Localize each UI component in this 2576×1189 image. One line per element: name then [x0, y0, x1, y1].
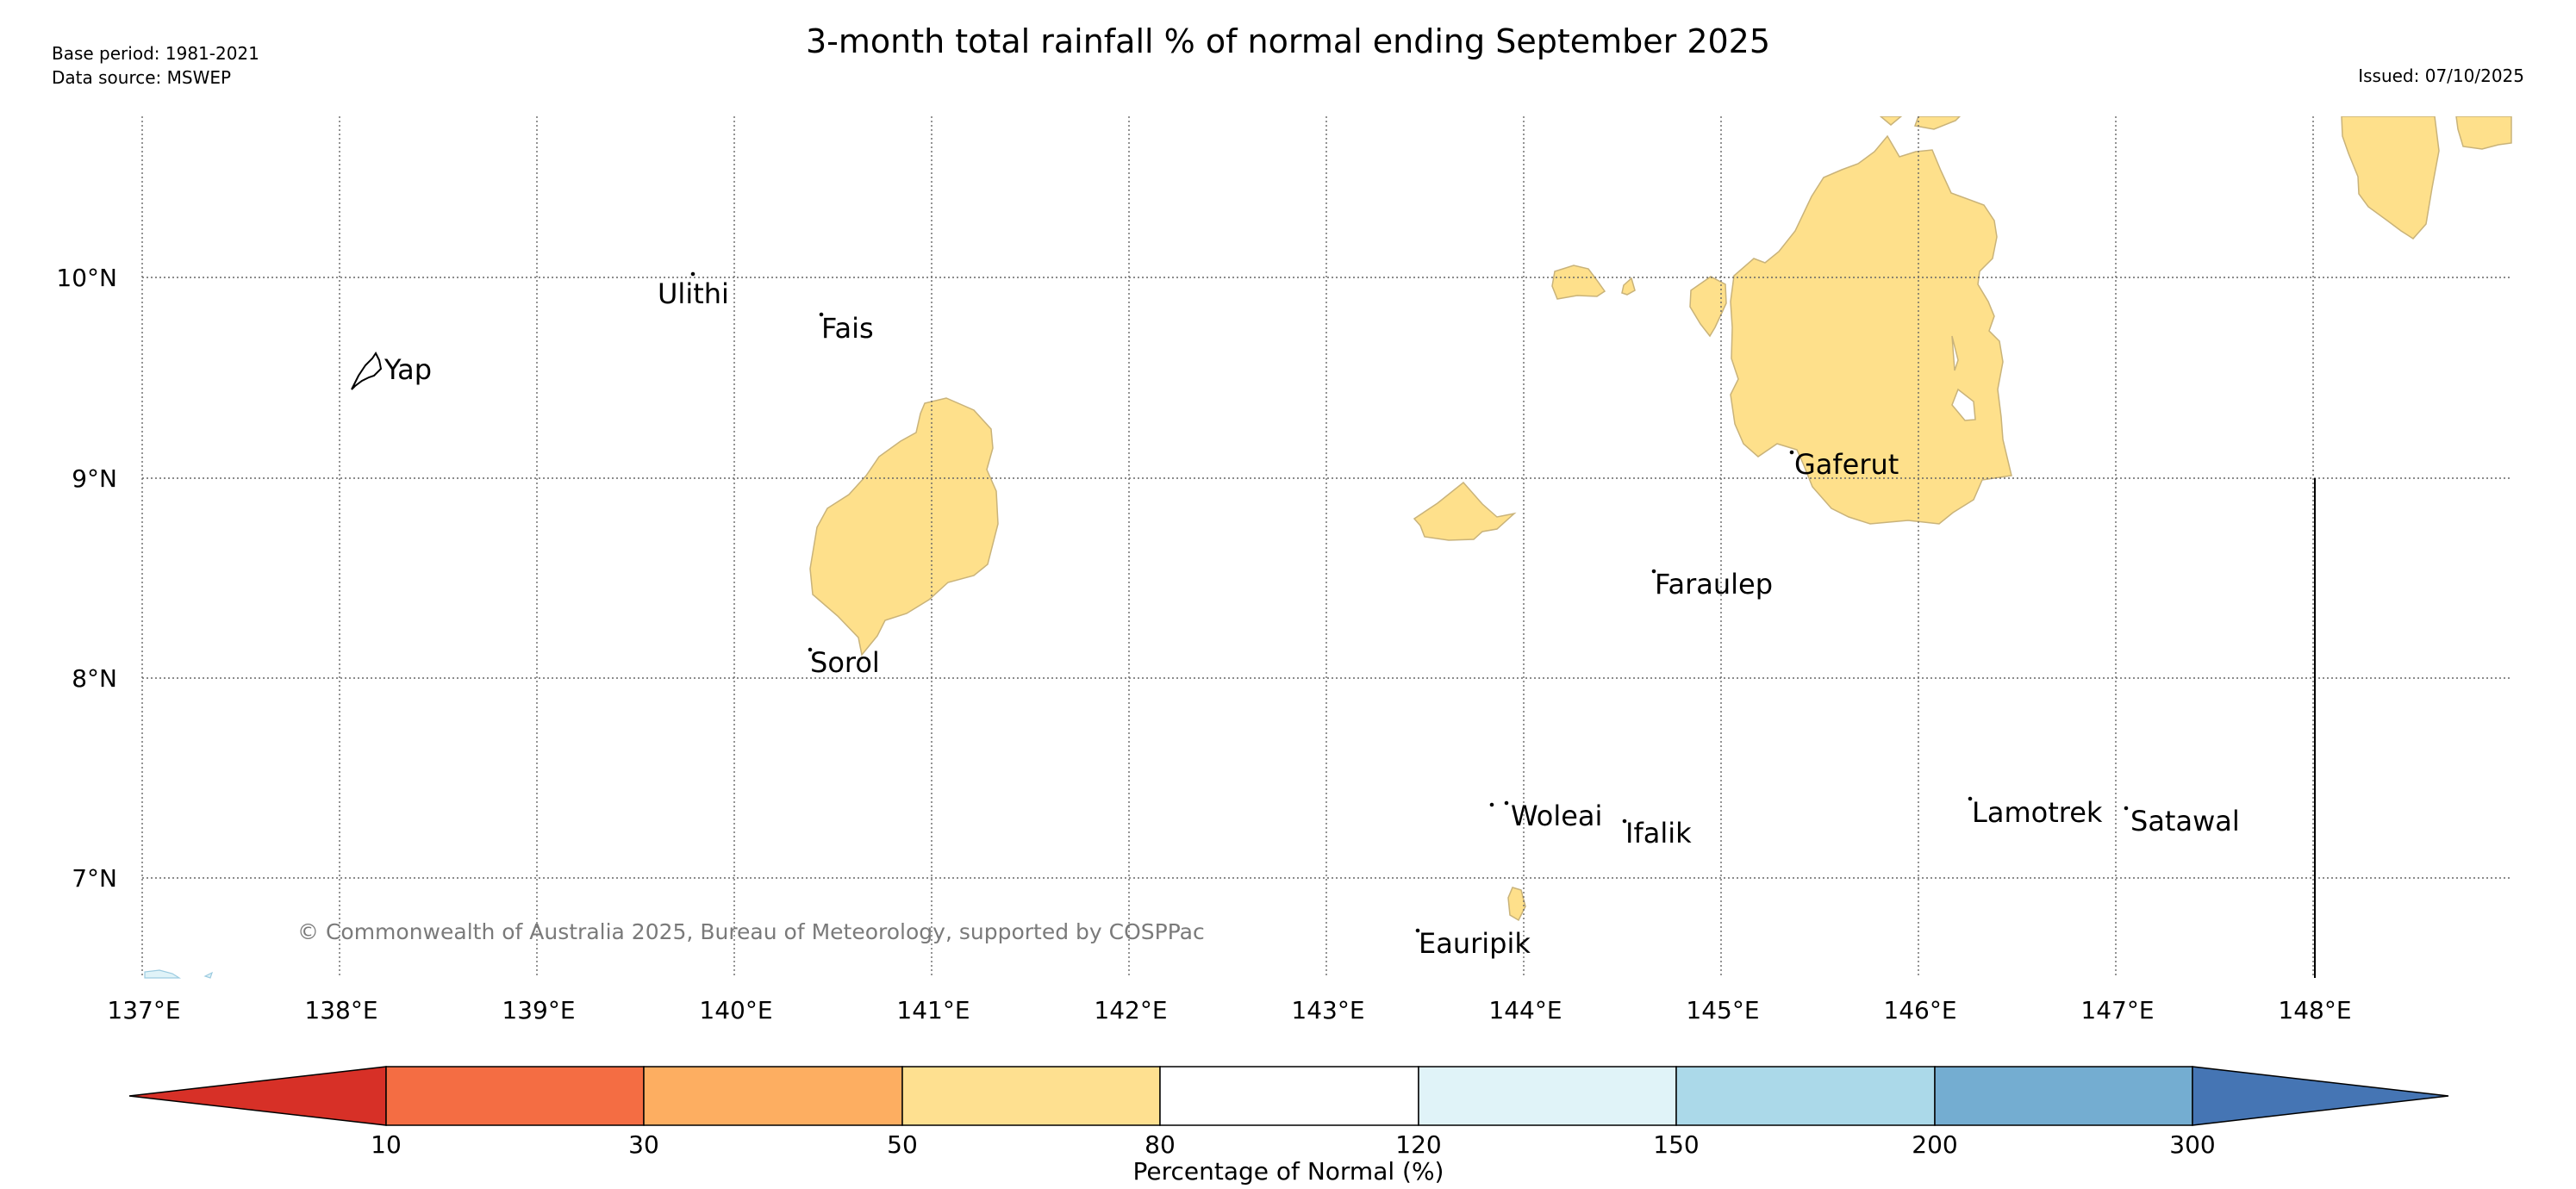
island-dot-satawal — [2124, 806, 2129, 811]
island-shape-yap — [351, 352, 383, 390]
colorbar-tick-300: 300 — [2169, 1130, 2215, 1159]
colorbar-tick-200: 200 — [1912, 1130, 1957, 1159]
island-dot-gaferut — [1789, 450, 1794, 455]
lon-label-140e: 140°E — [699, 996, 772, 1024]
rainfall-gap-gaferut — [1951, 335, 1976, 421]
lon-label-143e: 143°E — [1291, 996, 1364, 1024]
island-label-lamotrek: Lamotrek — [1972, 796, 2103, 829]
rainfall-patch-gaferut — [1730, 116, 2012, 525]
lon-label-146e: 146°E — [1883, 996, 1956, 1024]
lon-label-147e: 147°E — [2080, 996, 2154, 1024]
island-label-eauripik: Eauripik — [1419, 927, 1531, 960]
colorbar-segment-150-200 — [1675, 1066, 1936, 1126]
copyright-notice: © Commonwealth of Australia 2025, Bureau… — [297, 919, 1205, 944]
lon-label-145e: 145°E — [1686, 996, 1759, 1024]
colorbar-tick-50: 50 — [887, 1130, 918, 1159]
colorbar-segment-lt10 — [128, 1066, 387, 1126]
colorbar-segment-120-150 — [1418, 1066, 1677, 1126]
island-dot-lamotrek — [1968, 796, 1973, 801]
issued-date: Issued: 07/10/2025 — [2358, 65, 2524, 86]
rainfall-patch-small-2 — [1621, 277, 1636, 296]
colorbar — [128, 1066, 2449, 1126]
island-label-yap: Yap — [384, 353, 432, 386]
colorbar-tick-30: 30 — [628, 1130, 659, 1159]
rainfall-patch-woleai — [1507, 887, 1526, 922]
colorbar-segment-200-300 — [1934, 1066, 2193, 1126]
lat-label-7n: 7°N — [72, 864, 117, 893]
lon-label-139e: 139°E — [502, 996, 575, 1024]
island-dot-woleai-2 — [1504, 800, 1509, 806]
lon-label-144e: 144°E — [1488, 996, 1562, 1024]
lon-label-148e: 148°E — [2278, 996, 2351, 1024]
island-label-satawal: Satawal — [2130, 805, 2240, 837]
colorbar-tick-10: 10 — [371, 1130, 402, 1159]
data-source-note: Data source: MSWEP — [52, 67, 232, 88]
island-dot-woleai-1 — [1489, 802, 1494, 807]
island-dot-ulithi — [690, 271, 695, 277]
lat-label-10n: 10°N — [56, 264, 117, 292]
rainfall-patch-central — [1413, 481, 1517, 541]
lon-label-138e: 138°E — [304, 996, 377, 1024]
colorbar-tick-150: 150 — [1653, 1130, 1699, 1159]
rainfall-fill-layer — [809, 116, 2512, 922]
island-dot-faraulep — [1651, 569, 1656, 574]
colorbar-segment-50-80 — [901, 1066, 1161, 1126]
island-label-woleai: Woleai — [1511, 800, 1602, 832]
island-dot-ifalik — [1622, 819, 1627, 824]
island-dot-fais — [819, 312, 824, 317]
island-dot-sorol — [808, 647, 813, 652]
rainfall-patch-wet-lower-left — [144, 969, 214, 979]
base-period-note: Base period: 1981-2021 — [52, 43, 259, 64]
lon-label-142e: 142°E — [1094, 996, 1167, 1024]
rainfall-patch-northeast-1 — [2341, 116, 2440, 240]
island-label-faraulep: Faraulep — [1655, 568, 1773, 601]
island-markers — [351, 271, 2129, 933]
lat-label-8n: 8°N — [72, 664, 117, 693]
island-label-gaferut: Gaferut — [1794, 448, 1899, 481]
colorbar-segment-30-50 — [643, 1066, 903, 1126]
lat-label-9n: 9°N — [72, 464, 117, 493]
rainfall-patch-small-1 — [1551, 265, 1606, 300]
rainfall-patch-small-3 — [1689, 276, 1727, 338]
colorbar-tick-80: 80 — [1145, 1130, 1176, 1159]
graticule — [141, 116, 2511, 978]
rainfall-patch-sorol — [809, 397, 999, 657]
colorbar-segment-gt300 — [2192, 1066, 2449, 1126]
island-label-fais: Fais — [821, 312, 874, 345]
island-dot-eauripik — [1415, 928, 1420, 933]
colorbar-segment-10-30 — [385, 1066, 645, 1126]
map-title: 3-month total rainfall % of normal endin… — [805, 22, 1771, 60]
island-label-ulithi: Ulithi — [658, 277, 729, 310]
lon-label-141e: 141°E — [896, 996, 970, 1024]
colorbar-segment-80-120 — [1159, 1066, 1419, 1126]
island-label-sorol: Sorol — [810, 646, 880, 679]
lon-label-137e: 137°E — [107, 996, 180, 1024]
rainfall-patch-northeast-2 — [2455, 116, 2512, 150]
colorbar-title: Percentage of Normal (%) — [1133, 1157, 1444, 1186]
colorbar-tick-120: 120 — [1395, 1130, 1441, 1159]
island-label-ifalik: Ifalik — [1625, 817, 1692, 850]
